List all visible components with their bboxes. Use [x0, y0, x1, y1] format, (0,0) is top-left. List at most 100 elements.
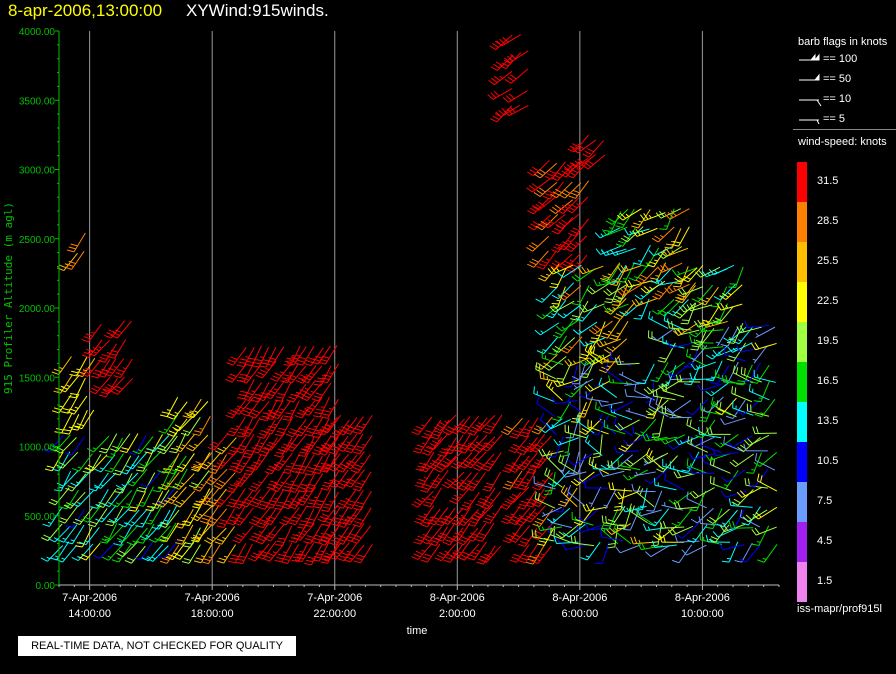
barb-full [114, 329, 123, 334]
wind-barb [580, 541, 601, 561]
barb-full [195, 485, 203, 489]
barb-full [544, 467, 548, 475]
barb-staff [713, 264, 735, 276]
barb-staff [536, 402, 555, 417]
barb-staff [105, 433, 118, 454]
barb-full [656, 266, 663, 273]
barb-staff [589, 380, 610, 392]
barb-full [339, 535, 348, 539]
wind-barb [437, 437, 457, 457]
barb-full [290, 519, 298, 523]
barb-full [214, 464, 222, 470]
barb-staff [181, 508, 194, 529]
barb-half [313, 425, 318, 428]
wind-barb [728, 521, 754, 529]
barb-full [328, 556, 336, 561]
barb-full [721, 477, 728, 483]
barb-staff [563, 304, 582, 319]
barb-full [698, 341, 702, 350]
wind-barb [508, 455, 530, 473]
barb-staff [293, 346, 307, 366]
wind-barb [587, 419, 609, 435]
barb-full [201, 561, 209, 565]
barb-staff [650, 468, 668, 484]
barb-staff [608, 508, 619, 530]
wind-barb [255, 360, 277, 379]
barb-full [450, 465, 458, 470]
speed-value-label: 31.5 [817, 175, 839, 187]
flags-legend-title: barb flags in knots [798, 36, 888, 48]
wind-barb [744, 478, 768, 489]
barb-full [733, 498, 741, 504]
wind-barb [731, 386, 753, 403]
wind-barb [303, 524, 322, 544]
barb-full [663, 263, 669, 270]
barb-full [239, 379, 247, 384]
wind-barb [300, 383, 322, 402]
wind-barb [614, 419, 640, 431]
barb-full [459, 538, 467, 543]
wind-barb [658, 300, 681, 317]
barb-full [436, 424, 444, 429]
barb-full [592, 455, 601, 459]
wind-barb [206, 488, 227, 508]
barb-staff [103, 489, 117, 508]
barb-staff [473, 417, 488, 436]
y-tick-label: 4000.00 [19, 27, 56, 38]
barb-staff [262, 509, 276, 528]
wind-barb [582, 503, 608, 512]
barb-full [92, 554, 100, 559]
barb-full [161, 535, 169, 540]
barb-half [671, 250, 675, 254]
wind-barb [705, 344, 730, 360]
barb-full [414, 447, 423, 451]
barb-full [317, 518, 325, 523]
barb-full [251, 464, 259, 468]
x-tick-time: 14:00:00 [68, 608, 111, 620]
barb-full [591, 327, 598, 333]
barb-full [320, 539, 328, 543]
barb-half [222, 536, 226, 540]
barb-full [651, 335, 658, 341]
barb-full [614, 505, 622, 508]
barb-full [53, 407, 62, 411]
barb-staff [624, 262, 636, 283]
barb-staff [496, 105, 513, 123]
barb-staff [51, 451, 64, 472]
barb-full [648, 261, 656, 265]
wind-barb [748, 383, 770, 401]
barb-staff [116, 433, 131, 452]
barb-full [538, 277, 546, 282]
barb-half [437, 477, 442, 481]
barb-full [483, 464, 491, 469]
wind-barb [635, 506, 656, 526]
wind-barb [336, 433, 358, 452]
barb-full [270, 415, 279, 420]
barb-staff [716, 407, 737, 418]
wind-barb [190, 523, 213, 542]
barb-full [58, 461, 66, 467]
barb-staff [298, 541, 309, 562]
barb-staff [533, 197, 550, 215]
barb-full [492, 115, 500, 120]
barb-full [467, 523, 476, 527]
barb-full [144, 521, 152, 525]
wind-barb [705, 452, 731, 462]
barb-full [298, 427, 306, 431]
barb-half [194, 410, 199, 413]
barb-staff [271, 346, 285, 366]
y-tick-label: 3000.00 [19, 166, 56, 177]
barb-staff [82, 358, 96, 377]
barb-half [637, 260, 642, 262]
barb-full [175, 542, 183, 545]
speed-value-label: 4.5 [817, 535, 833, 547]
barb-full [695, 271, 701, 278]
barb-staff [470, 451, 487, 469]
wind-barb [92, 542, 116, 559]
barb-staff [311, 545, 323, 566]
barb-staff [164, 414, 179, 434]
barb-full [158, 524, 166, 528]
barb-half [91, 331, 95, 334]
barb-full [277, 393, 285, 396]
barb-half [53, 537, 58, 540]
